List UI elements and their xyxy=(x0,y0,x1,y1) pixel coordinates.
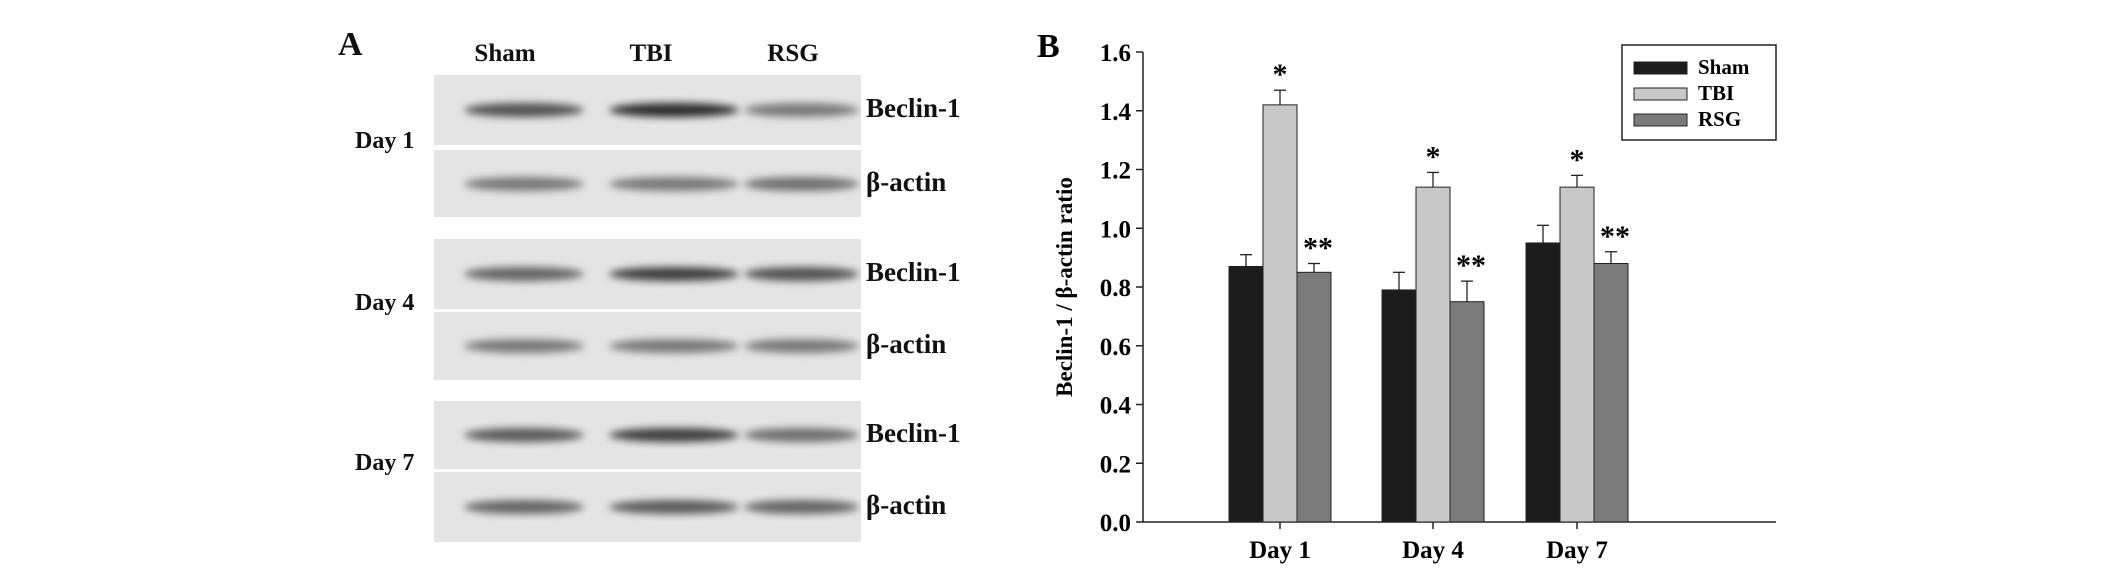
day-label: Day 7 xyxy=(355,450,415,476)
blot-band xyxy=(464,103,584,117)
blot-band xyxy=(609,103,739,117)
y-tick-label: 0.4 xyxy=(1100,393,1132,420)
beclin-blot xyxy=(434,239,861,309)
actin-blot xyxy=(434,150,861,217)
blot-band xyxy=(609,267,739,281)
significance-marker: * xyxy=(1426,140,1441,173)
significance-marker: ** xyxy=(1600,220,1630,253)
y-tick-label: 1.4 xyxy=(1100,99,1132,126)
x-tick-label: Day 7 xyxy=(1546,537,1608,564)
blot-band xyxy=(464,339,584,353)
lane-label-tbi: TBI xyxy=(629,40,673,67)
bar-sham xyxy=(1381,289,1417,523)
bar-sham xyxy=(1228,265,1264,523)
beclin-blot xyxy=(434,401,861,469)
bar-tbi xyxy=(1262,104,1298,523)
blot-band xyxy=(744,339,859,353)
y-tick-label: 0.8 xyxy=(1100,275,1131,302)
legend-label: TBI xyxy=(1698,81,1734,105)
blot-band xyxy=(464,267,584,281)
y-tick-label: 1.2 xyxy=(1100,158,1131,185)
legend-swatch xyxy=(1633,61,1688,75)
blot-band xyxy=(609,428,739,442)
x-tick-label: Day 1 xyxy=(1249,537,1311,564)
bar-sham xyxy=(1525,242,1561,523)
legend-label: RSG xyxy=(1698,107,1741,131)
legend-label: Sham xyxy=(1698,55,1750,79)
y-tick-label: 1.6 xyxy=(1100,40,1131,67)
actin-label: β-actin xyxy=(866,166,947,197)
blot-band xyxy=(609,339,739,353)
bar-rsg xyxy=(1593,263,1629,523)
lane-label-rsg: RSG xyxy=(767,40,819,67)
y-tick-label: 0.6 xyxy=(1100,334,1131,361)
bar-rsg xyxy=(1449,301,1485,523)
beclin-blot xyxy=(434,75,861,145)
y-axis-label: Beclin-1 / β-actin ratio xyxy=(1052,177,1077,397)
panel-b-letter: B xyxy=(1037,28,1060,65)
blot-band xyxy=(744,176,859,191)
panel-a-letter: A xyxy=(338,26,363,63)
significance-marker: ** xyxy=(1303,232,1333,265)
bar-tbi xyxy=(1415,186,1451,523)
blot-band xyxy=(464,428,584,442)
blot-band xyxy=(744,267,859,281)
blot-band xyxy=(464,500,584,514)
blot-band xyxy=(744,103,859,117)
y-tick-label: 0.0 xyxy=(1100,510,1131,537)
beclin-label: Beclin-1 xyxy=(866,418,961,448)
significance-marker: * xyxy=(1273,58,1288,91)
beclin-label: Beclin-1 xyxy=(866,93,961,123)
day-label: Day 4 xyxy=(355,290,415,316)
bar-rsg xyxy=(1296,271,1332,523)
x-tick-label: Day 4 xyxy=(1402,537,1464,564)
blot-band xyxy=(609,500,739,514)
legend-swatch xyxy=(1633,87,1688,101)
day-label: Day 1 xyxy=(355,128,415,154)
significance-marker: ** xyxy=(1456,249,1486,282)
lane-label-sham: Sham xyxy=(474,40,536,67)
legend-swatch xyxy=(1633,113,1688,127)
beclin-label: Beclin-1 xyxy=(866,257,961,287)
blot-band xyxy=(744,500,859,514)
blot-band xyxy=(464,176,584,191)
blot-band xyxy=(609,176,739,191)
y-tick-label: 1.0 xyxy=(1100,216,1131,243)
actin-blot xyxy=(434,312,861,380)
y-tick-label: 0.2 xyxy=(1100,451,1131,478)
actin-label: β-actin xyxy=(866,490,947,520)
bar-tbi xyxy=(1559,186,1595,523)
actin-label: β-actin xyxy=(866,329,947,359)
blot-band xyxy=(744,428,859,442)
actin-blot xyxy=(434,472,861,542)
significance-marker: * xyxy=(1570,143,1585,176)
